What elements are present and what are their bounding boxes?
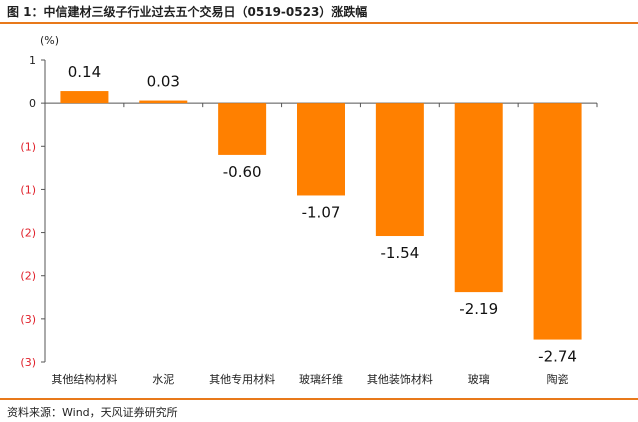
y-tick-label: 1: [29, 54, 36, 67]
bar: [375, 103, 424, 237]
y-tick-label: (2): [20, 270, 36, 283]
bar: [218, 103, 267, 155]
bar: [454, 103, 503, 293]
chart-title: 图 1：中信建材三级子行业过去五个交易日（0519-0523）涨跌幅: [7, 5, 368, 19]
bar: [297, 103, 345, 196]
category-label: 陶瓷: [547, 372, 569, 386]
category-label: 玻璃纤维: [299, 372, 343, 386]
category-label: 玻璃: [468, 372, 490, 386]
y-unit-label: (%): [40, 34, 59, 47]
data-label: -2.74: [538, 348, 577, 366]
source-note: 资料来源：Wind，天风证券研究所: [7, 406, 178, 419]
data-label: 0.14: [68, 63, 101, 81]
y-tick-label: (3): [20, 313, 36, 326]
category-label: 其他结构材料: [51, 372, 117, 386]
title-bar: 图 1：中信建材三级子行业过去五个交易日（0519-0523）涨跌幅: [0, 0, 638, 24]
data-label: -2.19: [459, 300, 498, 318]
bars: [60, 91, 582, 340]
bar: [533, 103, 582, 340]
footer-bar: 资料来源：Wind，天风证券研究所: [0, 398, 638, 422]
y-tick-label: (3): [20, 356, 36, 369]
y-tick-label: 0: [29, 97, 36, 110]
y-tick-label: (1): [20, 140, 36, 153]
data-label: -0.60: [223, 163, 262, 181]
category-label: 其他专用材料: [209, 372, 275, 386]
data-label: -1.07: [302, 203, 341, 221]
data-label: 0.03: [147, 73, 180, 91]
bar: [139, 100, 188, 104]
y-tick-label: (1): [20, 183, 36, 196]
data-labels: 0.14 0.03 -0.60 -1.07 -1.54 -2.19 -2.74: [68, 63, 577, 366]
bar: [60, 91, 109, 104]
y-ticks: 1 0 (1) (1) (2) (2) (3) (3): [20, 54, 598, 369]
category-labels: 其他结构材料 水泥 其他专用材料 玻璃纤维 其他装饰材料 玻璃 陶瓷: [51, 372, 568, 386]
y-tick-label: (2): [20, 227, 36, 240]
category-label: 水泥: [152, 373, 174, 386]
category-label: 其他装饰材料: [367, 372, 433, 386]
data-label: -1.54: [380, 244, 419, 262]
